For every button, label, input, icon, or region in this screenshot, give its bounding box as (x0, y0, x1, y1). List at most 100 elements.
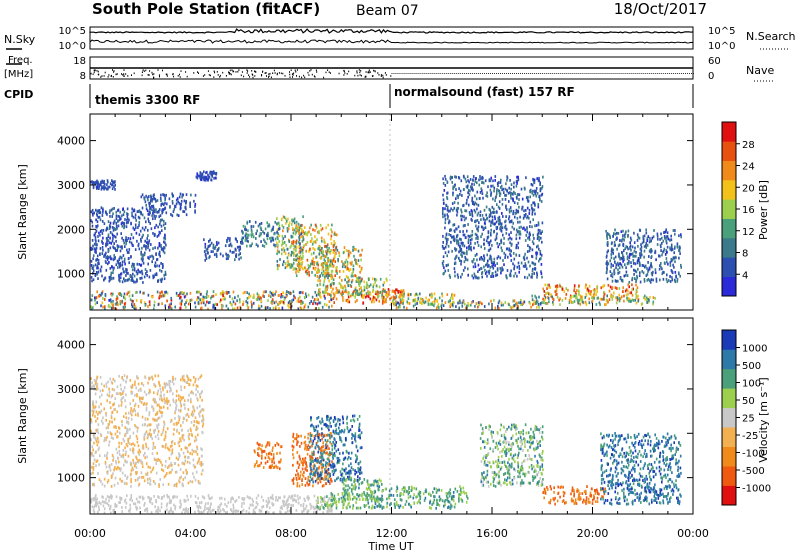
echo-pixel (345, 290, 348, 294)
echo-pixel (116, 244, 119, 248)
echo-pixel (149, 255, 151, 259)
echo-pixel (305, 504, 308, 508)
nave-point (268, 76, 269, 78)
echo-pixel (502, 233, 504, 237)
echo-pixel (165, 211, 168, 215)
nave-point (180, 70, 182, 72)
echo-pixel (538, 305, 540, 309)
echo-pixel (320, 271, 323, 275)
echo-pixel (672, 263, 674, 267)
echo-pixel (491, 265, 493, 268)
echo-pixel (531, 269, 534, 273)
echo-pixel (206, 170, 208, 174)
echo-pixel (225, 257, 228, 261)
nave-point (115, 73, 117, 76)
echo-pixel (526, 227, 528, 231)
nave-point (592, 73, 594, 74)
echo-pixel (315, 503, 318, 506)
colorbar-segment (722, 122, 736, 142)
nave-point (447, 73, 449, 74)
echo-pixel (220, 502, 223, 506)
echo-pixel (676, 244, 679, 248)
echo-pixel (200, 301, 203, 305)
echo-pixel (650, 250, 652, 254)
echo-pixel (147, 244, 150, 247)
echo-pixel (675, 256, 677, 260)
echo-pixel (98, 508, 100, 512)
echo-pixel (574, 291, 577, 294)
echo-pixel (298, 226, 301, 230)
echo-pixel (286, 503, 289, 507)
echo-pixel (618, 266, 621, 270)
echo-pixel (395, 295, 398, 299)
echo-pixel (157, 209, 160, 213)
echo-pixel (518, 226, 521, 230)
echo-pixel (387, 292, 389, 296)
echo-pixel (510, 237, 513, 241)
echo-pixel (529, 302, 531, 305)
echo-pixel (488, 302, 490, 306)
freq-label: Freq. (8, 55, 33, 66)
echo-pixel (287, 217, 289, 221)
echo-pixel (134, 223, 137, 227)
echo-pixel (626, 298, 628, 302)
echo-pixel (417, 296, 420, 300)
echo-pixel (337, 493, 339, 496)
echo-pixel (618, 293, 620, 297)
echo-pixel (206, 511, 209, 514)
echo-pixel (510, 231, 512, 234)
echo-pixel (100, 265, 103, 269)
echo-pixel (309, 226, 311, 230)
echo-pixel (617, 268, 619, 272)
echo-pixel (505, 247, 508, 251)
nave-point (141, 74, 143, 77)
echo-pixel (345, 299, 348, 302)
echo-pixel (263, 245, 266, 248)
echo-pixel (324, 495, 326, 499)
echo-pixel (450, 296, 452, 300)
echo-pixel (91, 294, 94, 297)
echo-pixel (197, 290, 199, 294)
echo-pixel (298, 251, 301, 254)
echo-pixel (176, 495, 178, 499)
echo-pixel (379, 291, 381, 294)
echo-pixel (638, 236, 641, 240)
echo-pixel (517, 210, 520, 214)
echo-pixel (579, 297, 582, 301)
echo-pixel (663, 231, 665, 234)
echo-pixel (226, 239, 229, 242)
echo-pixel (246, 303, 249, 307)
echo-pixel (170, 296, 172, 300)
echo-pixel (335, 269, 338, 273)
echo-pixel (497, 306, 499, 310)
echo-pixel (163, 219, 165, 223)
echo-pixel (300, 262, 303, 265)
echo-pixel (454, 257, 456, 261)
echo-pixel (462, 269, 465, 272)
echo-pixel (131, 207, 133, 211)
echo-pixel (618, 287, 621, 290)
echo-pixel (467, 191, 469, 195)
echo-pixel (241, 510, 243, 513)
echo-pixel (141, 246, 143, 250)
echo-pixel (622, 290, 624, 293)
echo-pixel (330, 242, 333, 245)
echo-pixel (293, 294, 295, 298)
echo-pixel (270, 229, 273, 233)
echo-pixel (138, 500, 141, 504)
echo-pixel (278, 302, 280, 306)
echo-pixel (399, 293, 401, 297)
echo-pixel (185, 510, 188, 513)
echo-pixel (252, 508, 255, 512)
echo-pixel (306, 258, 309, 262)
echo-pixel (180, 199, 183, 203)
echo-pixel (505, 275, 508, 279)
echo-pixel (128, 277, 130, 281)
nave-point (217, 74, 219, 76)
echo-pixel (457, 275, 459, 279)
echo-pixel (214, 176, 217, 180)
echo-pixel (160, 505, 163, 509)
echo-pixel (530, 305, 532, 309)
echo-pixel (212, 290, 215, 293)
echo-pixel (153, 208, 155, 212)
